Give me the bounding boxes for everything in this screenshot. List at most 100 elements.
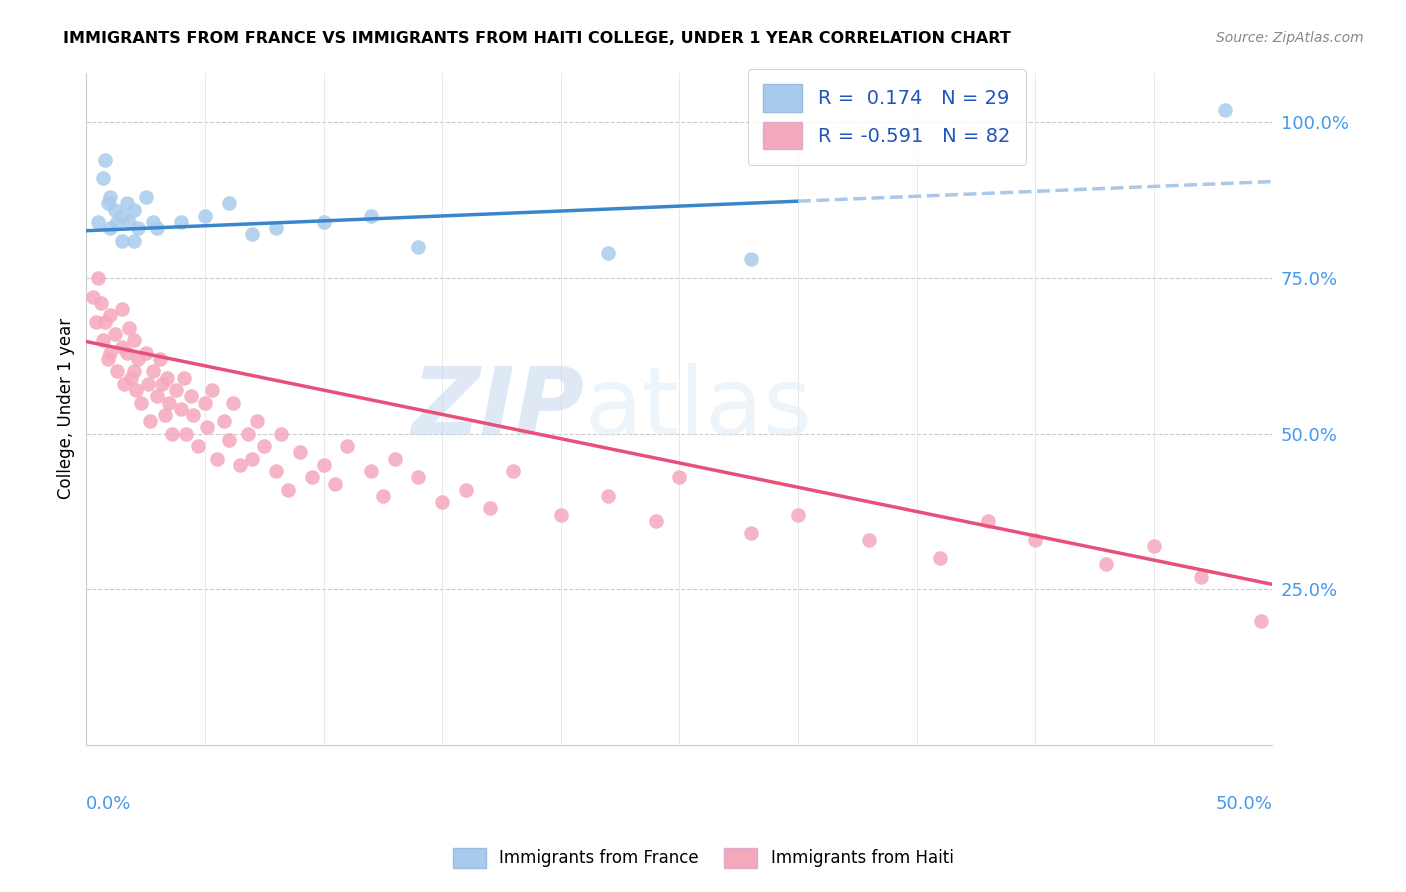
Point — [218, 196, 240, 211]
Point — [229, 458, 252, 472]
Point — [127, 351, 149, 366]
Point — [977, 514, 1000, 528]
Point — [929, 551, 952, 566]
Legend: R =  0.174   N = 29, R = -0.591   N = 82: R = 0.174 N = 29, R = -0.591 N = 82 — [748, 69, 1025, 165]
Point — [111, 339, 134, 353]
Point — [644, 514, 666, 528]
Point — [201, 383, 224, 397]
Point — [136, 376, 159, 391]
Point — [502, 464, 524, 478]
Point — [111, 234, 134, 248]
Point — [135, 345, 157, 359]
Point — [1250, 614, 1272, 628]
Point — [205, 451, 228, 466]
Point — [146, 389, 169, 403]
Point — [150, 376, 173, 391]
Text: 0.0%: 0.0% — [86, 796, 132, 814]
Point — [160, 426, 183, 441]
Point — [170, 215, 193, 229]
Point — [240, 451, 263, 466]
Point — [105, 364, 128, 378]
Point — [212, 414, 235, 428]
Point — [139, 414, 162, 428]
Point — [858, 533, 880, 547]
Point — [195, 420, 218, 434]
Point — [430, 495, 453, 509]
Point — [89, 296, 111, 310]
Point — [97, 196, 120, 211]
Point — [104, 327, 127, 342]
Point — [118, 215, 141, 229]
Point — [240, 227, 263, 242]
Point — [1143, 539, 1166, 553]
Text: Source: ZipAtlas.com: Source: ZipAtlas.com — [1216, 31, 1364, 45]
Point — [173, 370, 195, 384]
Point — [312, 458, 335, 472]
Point — [157, 395, 180, 409]
Point — [264, 464, 287, 478]
Point — [115, 196, 138, 211]
Point — [142, 364, 165, 378]
Point — [122, 234, 145, 248]
Point — [142, 215, 165, 229]
Point — [246, 414, 269, 428]
Point — [236, 426, 259, 441]
Point — [97, 351, 120, 366]
Point — [98, 345, 121, 359]
Point — [115, 345, 138, 359]
Point — [1095, 558, 1118, 572]
Text: IMMIGRANTS FROM FRANCE VS IMMIGRANTS FROM HAITI COLLEGE, UNDER 1 YEAR CORRELATIO: IMMIGRANTS FROM FRANCE VS IMMIGRANTS FRO… — [63, 31, 1011, 46]
Point — [408, 240, 430, 254]
Point — [112, 376, 135, 391]
Point — [104, 202, 127, 217]
Y-axis label: College, Under 1 year: College, Under 1 year — [58, 318, 75, 500]
Point — [301, 470, 323, 484]
Point — [105, 215, 128, 229]
Point — [325, 476, 347, 491]
Point — [165, 383, 187, 397]
Point — [668, 470, 690, 484]
Point — [277, 483, 299, 497]
Point — [174, 426, 197, 441]
Point — [122, 364, 145, 378]
Point — [270, 426, 292, 441]
Point — [253, 439, 276, 453]
Point — [288, 445, 311, 459]
Point — [87, 271, 110, 285]
Point — [94, 315, 117, 329]
Legend: Immigrants from France, Immigrants from Haiti: Immigrants from France, Immigrants from … — [446, 841, 960, 875]
Point — [98, 190, 121, 204]
Point — [264, 221, 287, 235]
Point — [122, 333, 145, 347]
Point — [111, 209, 134, 223]
Point — [360, 464, 382, 478]
Point — [170, 401, 193, 416]
Point — [194, 395, 217, 409]
Point — [336, 439, 359, 453]
Point — [181, 408, 204, 422]
Point — [787, 508, 810, 522]
Point — [98, 309, 121, 323]
Point — [312, 215, 335, 229]
Point — [740, 252, 762, 267]
Text: ZIP: ZIP — [412, 363, 585, 455]
Point — [98, 221, 121, 235]
Point — [180, 389, 202, 403]
Point — [153, 408, 176, 422]
Point — [135, 190, 157, 204]
Point — [129, 395, 152, 409]
Point — [384, 451, 406, 466]
Point — [194, 209, 217, 223]
Point — [1189, 570, 1212, 584]
Point — [146, 221, 169, 235]
Point — [408, 470, 430, 484]
Point — [740, 526, 762, 541]
Point — [91, 171, 114, 186]
Point — [1024, 533, 1046, 547]
Point — [156, 370, 179, 384]
Point — [118, 321, 141, 335]
Point — [360, 209, 382, 223]
Point — [371, 489, 394, 503]
Point — [218, 433, 240, 447]
Point — [598, 489, 620, 503]
